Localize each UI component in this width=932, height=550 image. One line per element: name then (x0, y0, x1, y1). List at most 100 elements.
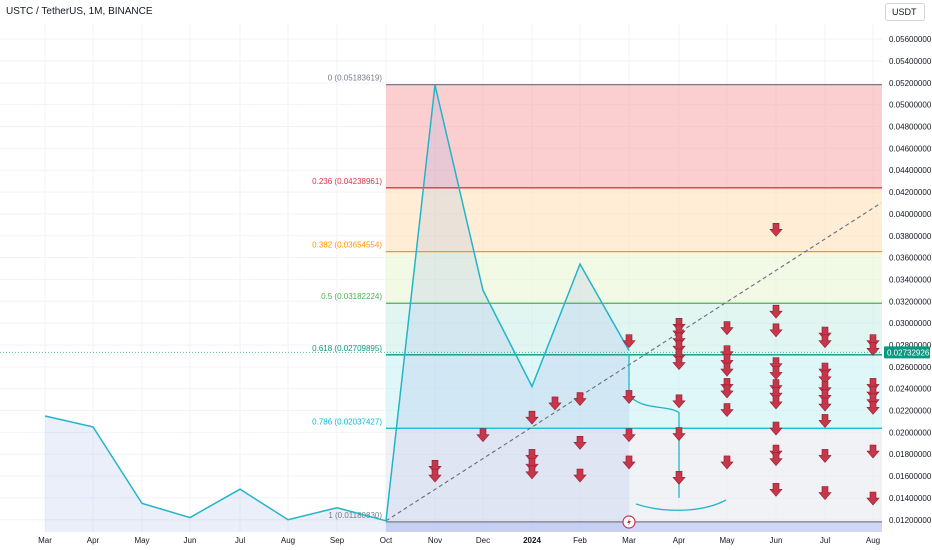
fib-label: 0.382 (0.03654554) (312, 241, 382, 250)
y-tick-label: 0.03200000 (889, 297, 932, 306)
arrow-down-icon (672, 394, 686, 409)
y-tick-label: 0.05200000 (889, 79, 932, 88)
x-tick-label: Aug (866, 536, 880, 545)
sell-arrow (866, 444, 880, 459)
sell-arrow (622, 455, 636, 470)
sell-arrow (525, 465, 539, 480)
y-tick-label: 0.01200000 (889, 516, 932, 525)
fib-label: 0.236 (0.04238961) (312, 177, 382, 186)
arrow-down-icon (769, 304, 783, 319)
arrow-down-icon (573, 468, 587, 483)
sell-arrow (672, 427, 686, 442)
x-tick-label: Sep (330, 536, 345, 545)
arrow-down-icon (476, 428, 490, 443)
arrow-down-icon (818, 449, 832, 463)
sell-arrow (818, 370, 832, 385)
sell-arrow (622, 390, 636, 404)
sell-arrow (476, 428, 490, 443)
arrow-down-icon (769, 222, 783, 237)
y-tick-label: 0.04800000 (889, 123, 932, 132)
sell-arrow (769, 452, 783, 467)
sell-arrow (866, 401, 880, 415)
arrow-down-icon (818, 414, 832, 428)
x-tick-label: Mar (622, 536, 636, 545)
current-price-label: 0.02732926 (887, 348, 930, 357)
arrow-down-icon (769, 452, 783, 467)
x-tick-label: Nov (428, 536, 442, 545)
sell-arrow (573, 468, 587, 483)
sell-arrow (573, 435, 587, 450)
y-tick-label: 0.04600000 (889, 144, 932, 153)
sell-arrow (720, 384, 734, 399)
y-tick-label: 0.05600000 (889, 35, 932, 44)
arrow-down-icon (428, 468, 442, 483)
arrow-down-icon (818, 397, 832, 412)
x-tick-label: Apr (87, 536, 100, 545)
x-tick-label: Jul (235, 536, 245, 545)
arrow-down-icon (720, 321, 734, 336)
fib-band (386, 354, 882, 429)
arrow-down-icon (622, 428, 636, 443)
sell-arrow (769, 395, 783, 410)
y-tick-label: 0.02400000 (889, 385, 932, 394)
x-tick-label: Mar (38, 536, 52, 545)
sell-arrow (769, 304, 783, 319)
sell-arrow (573, 392, 587, 407)
arrow-down-icon (622, 334, 636, 349)
y-tick-label: 0.04200000 (889, 188, 932, 197)
arrow-down-icon (818, 334, 832, 349)
fib-band (386, 251, 882, 304)
sell-arrow (818, 414, 832, 428)
fib-label: 0 (0.05183619) (328, 74, 383, 83)
arrow-down-icon (622, 455, 636, 470)
arrow-down-icon (866, 342, 880, 356)
y-tick-label: 0.02200000 (889, 407, 932, 416)
arrow-down-icon (672, 427, 686, 442)
y-tick-label: 0.03000000 (889, 319, 932, 328)
x-tick-label: Apr (673, 536, 686, 545)
arrow-down-icon (720, 362, 734, 377)
x-tick-label: Aug (281, 536, 295, 545)
fib-band (386, 303, 882, 355)
event-marker (622, 515, 636, 529)
symbol-title: USTC / TetherUS, 1M, BINANCE (6, 6, 153, 17)
sell-arrow (720, 455, 734, 470)
sell-arrow (769, 222, 783, 237)
y-tick-label: 0.05000000 (889, 101, 932, 110)
sell-arrow (672, 470, 686, 485)
sell-arrow (818, 486, 832, 500)
sell-arrow (672, 356, 686, 371)
arrow-down-icon (818, 486, 832, 500)
x-tick-label: 2024 (523, 536, 541, 545)
sell-arrow (818, 449, 832, 463)
fib-label: 1 (0.01180830) (328, 511, 382, 520)
fib-label: 0.618 (0.02709895) (312, 344, 382, 353)
sell-arrow (769, 482, 783, 497)
arrow-down-icon (769, 395, 783, 410)
arrow-down-icon (769, 482, 783, 497)
arrow-down-icon (818, 370, 832, 385)
arrow-down-icon (573, 392, 587, 407)
sell-arrow (769, 366, 783, 380)
currency-button[interactable]: USDT (885, 3, 925, 21)
y-tick-label: 0.02800000 (889, 341, 932, 350)
y-tick-label: 0.04400000 (889, 166, 932, 175)
sell-arrow (622, 334, 636, 349)
trend-line (385, 202, 882, 522)
sell-arrow (769, 421, 783, 436)
arrow-down-icon (720, 384, 734, 399)
y-tick-label: 0.01400000 (889, 494, 932, 503)
y-tick-label: 0.04000000 (889, 210, 932, 219)
x-tick-label: Dec (476, 536, 490, 545)
y-tick-label: 0.05400000 (889, 57, 932, 66)
arrow-down-icon (866, 444, 880, 459)
fib-band (386, 84, 882, 188)
sell-arrow (818, 334, 832, 349)
y-tick-label: 0.03800000 (889, 232, 932, 241)
x-tick-label: Jul (820, 536, 830, 545)
arrow-down-icon (573, 435, 587, 450)
sell-arrow (866, 342, 880, 356)
fib-band (386, 187, 882, 252)
arrow-down-icon (720, 403, 734, 417)
